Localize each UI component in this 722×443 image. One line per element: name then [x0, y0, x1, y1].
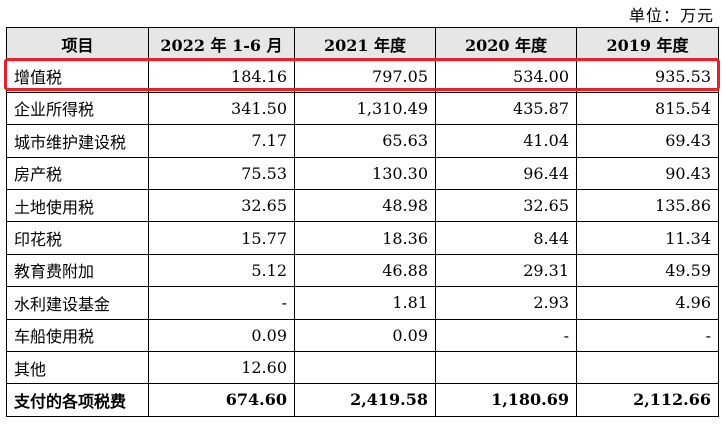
row-label: 车船使用税	[6, 318, 149, 352]
cell-value: 32.65	[148, 188, 295, 223]
cell-value: 69.43	[576, 124, 719, 158]
header-2021: 2021 年度	[294, 26, 436, 61]
cell-value: 41.04	[435, 124, 577, 158]
cell-value: 7.17	[148, 124, 295, 158]
row-label: 房产税	[6, 156, 149, 190]
row-label: 教育费附加	[6, 253, 149, 288]
row-label: 土地使用税	[6, 188, 149, 223]
total-value: 674.60	[148, 383, 295, 417]
header-2019: 2019 年度	[576, 26, 719, 61]
table-row: 教育费附加 5.12 46.88 29.31 49.59	[6, 253, 719, 288]
header-2020: 2020 年度	[435, 26, 577, 61]
header-row: 项目 2022 年 1-6 月 2021 年度 2020 年度 2019 年度	[6, 26, 719, 61]
total-row: 支付的各项税费 674.60 2,419.58 1,180.69 2,112.6…	[6, 383, 719, 417]
cell-value: 2.93	[435, 286, 577, 320]
cell-value: 29.31	[435, 253, 577, 288]
cell-value: 341.50	[148, 91, 295, 126]
total-value: 1,180.69	[435, 383, 577, 417]
cell-value: 11.34	[576, 221, 719, 255]
cell-value: 12.60	[148, 350, 295, 385]
table-row: 城市维护建设税 7.17 65.63 41.04 69.43	[6, 124, 719, 158]
row-label: 水利建设基金	[6, 286, 149, 320]
cell-value: 0.09	[294, 318, 436, 352]
cell-value: 18.36	[294, 221, 436, 255]
unit-label: 单位：万元	[628, 6, 714, 25]
table-row: 土地使用税 32.65 48.98 32.65 135.86	[6, 188, 719, 223]
cell-value: 797.05	[294, 59, 436, 93]
cell-value: 32.65	[435, 188, 577, 223]
cell-value: -	[576, 318, 719, 352]
cell-value: 8.44	[435, 221, 577, 255]
header-item: 项目	[6, 26, 149, 61]
cell-value: 65.63	[294, 124, 436, 158]
cell-value: 49.59	[576, 253, 719, 288]
cell-value: 815.54	[576, 91, 719, 126]
cell-value: 1,310.49	[294, 91, 436, 126]
table-row: 企业所得税 341.50 1,310.49 435.87 815.54	[6, 91, 719, 126]
cell-value: 75.53	[148, 156, 295, 190]
cell-value: 15.77	[148, 221, 295, 255]
cell-value: 534.00	[435, 59, 577, 93]
table-row: 车船使用税 0.09 0.09 - -	[6, 318, 719, 352]
cell-value: 46.88	[294, 253, 436, 288]
table-row: 水利建设基金 - 1.81 2.93 4.96	[6, 286, 719, 320]
cell-value: 184.16	[148, 59, 295, 93]
row-label: 城市维护建设税	[6, 124, 149, 158]
table-row: 增值税 184.16 797.05 534.00 935.53	[6, 59, 719, 93]
total-value: 2,112.66	[576, 383, 719, 417]
row-label: 企业所得税	[6, 91, 149, 126]
total-value: 2,419.58	[294, 383, 436, 417]
cell-value: 435.87	[435, 91, 577, 126]
total-label: 支付的各项税费	[6, 383, 149, 417]
cell-value: 135.86	[576, 188, 719, 223]
table-row: 房产税 75.53 130.30 96.44 90.43	[6, 156, 719, 190]
tax-table: 项目 2022 年 1-6 月 2021 年度 2020 年度 2019 年度 …	[6, 26, 719, 417]
cell-value	[294, 350, 436, 385]
row-label: 印花税	[6, 221, 149, 255]
cell-value: -	[435, 318, 577, 352]
cell-value: 4.96	[576, 286, 719, 320]
cell-value	[435, 350, 577, 385]
cell-value: -	[148, 286, 295, 320]
cell-value: 1.81	[294, 286, 436, 320]
cell-value: 130.30	[294, 156, 436, 190]
cell-value: 0.09	[148, 318, 295, 352]
cell-value	[576, 350, 719, 385]
cell-value: 48.98	[294, 188, 436, 223]
cell-value: 96.44	[435, 156, 577, 190]
cell-value: 5.12	[148, 253, 295, 288]
cell-value: 935.53	[576, 59, 719, 93]
table-row: 印花税 15.77 18.36 8.44 11.34	[6, 221, 719, 255]
table-row: 其他 12.60	[6, 350, 719, 385]
header-2022h1: 2022 年 1-6 月	[148, 26, 295, 61]
row-label: 增值税	[6, 59, 149, 93]
cell-value: 90.43	[576, 156, 719, 190]
row-label: 其他	[6, 350, 149, 385]
